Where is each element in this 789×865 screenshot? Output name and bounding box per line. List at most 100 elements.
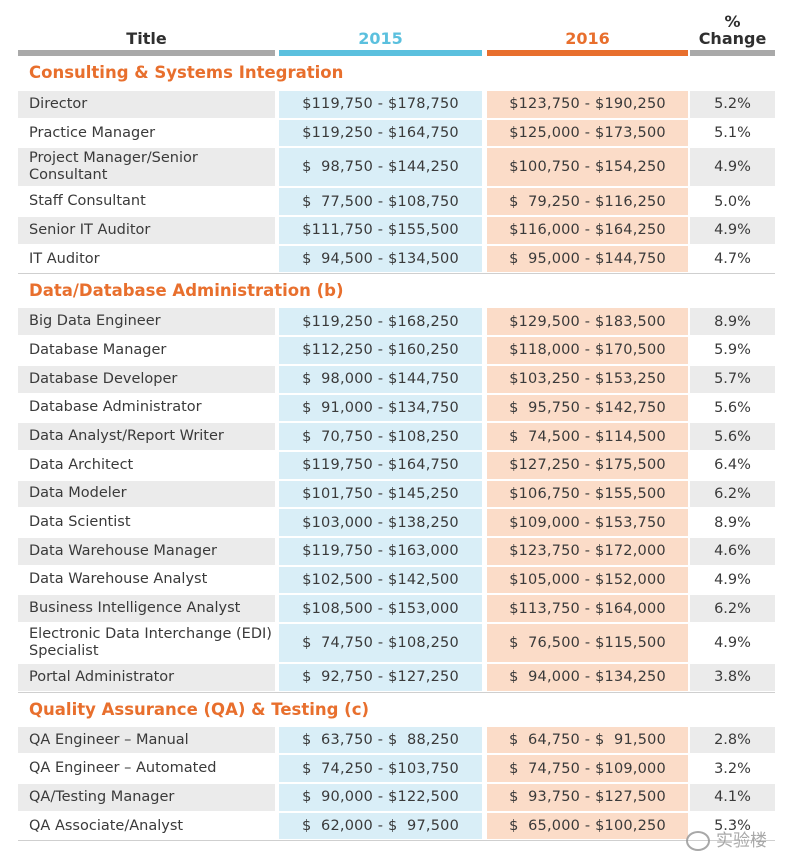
salary-2015-cell: $101,750 - $145,250: [279, 480, 482, 508]
job-title-cell: Practice Manager: [18, 120, 275, 147]
salary-2015-cell: $ 77,500 - $108,750: [279, 188, 482, 216]
table-row: QA/Testing Manager $ 90,000 - $122,500 $ 9…: [18, 783, 775, 812]
header-2016-column: 2016: [487, 0, 688, 56]
job-title-cell: Database Developer: [18, 365, 275, 393]
salary-2015-cell-text: $101,750 - $145,250: [302, 485, 459, 502]
table-row: Portal Administrator $ 92,750 - $127,250 $…: [18, 663, 775, 692]
watermark-text: 实验楼: [716, 831, 767, 851]
salary-2016-cell-text: $127,250 - $175,500: [509, 457, 666, 474]
job-title-cell-text: Database Manager: [29, 341, 167, 358]
salary-2015-cell-text: $ 90,000 - $122,500: [302, 789, 459, 806]
percent-change-cell: 6.4%: [690, 452, 775, 479]
salary-2015-cell: $ 92,750 - $127,250: [279, 664, 482, 691]
job-title-cell-text: Senior IT Auditor: [29, 221, 151, 238]
header-2016-label: 2016: [565, 29, 610, 48]
percent-change-cell-text: 4.9%: [714, 159, 751, 176]
salary-2016-cell: $ 79,250 - $116,250: [487, 188, 688, 216]
salary-2015-cell: $102,500 - $142,500: [279, 566, 482, 594]
table-row: QA Associate/Analyst $ 62,000 - $ 97,500 $…: [18, 812, 775, 841]
percent-change-cell: 5.3%: [690, 813, 775, 840]
job-title-cell-text: Electronic Data Interchange (EDI) Specia…: [29, 626, 272, 659]
percent-change-cell: 5.2%: [690, 91, 775, 118]
salary-2016-cell-text: $ 95,000 - $144,750: [509, 251, 666, 268]
table-row: Data Scientist $103,000 - $138,250 $109,00…: [18, 508, 775, 537]
salary-2016-cell-text: $ 93,750 - $127,500: [509, 789, 666, 806]
table-row: Practice Manager $119,250 - $164,750 $125,…: [18, 119, 775, 148]
salary-2016-cell-text: $105,000 - $152,000: [509, 571, 666, 588]
header-2015-label: 2015: [358, 29, 403, 48]
salary-2015-cell-text: $ 63,750 - $ 88,250: [301, 732, 459, 749]
salary-2016-cell-text: $106,750 - $155,500: [509, 485, 666, 502]
job-title-cell: Big Data Engineer: [18, 308, 275, 336]
salary-2016-cell: $118,000 - $170,500: [487, 337, 688, 364]
salary-2016-cell: $ 93,750 - $127,500: [487, 784, 688, 811]
header-change-label: % Change: [690, 13, 775, 47]
job-title-cell: Data Modeler: [18, 480, 275, 508]
job-title-cell-text: Practice Manager: [29, 124, 156, 141]
salary-2016-cell-text: $123,750 - $172,000: [509, 543, 666, 560]
header-change-word: Change: [698, 29, 767, 48]
salary-2015-cell: $119,250 - $168,250: [279, 308, 482, 336]
header-change-underline: [690, 50, 775, 56]
job-title-cell: Electronic Data Interchange (EDI) Specia…: [18, 624, 275, 662]
table-row: Data Warehouse Manager $119,750 - $163,00…: [18, 537, 775, 566]
job-title-cell-text: Data Scientist: [29, 514, 131, 531]
percent-change-cell: 3.2%: [690, 755, 775, 782]
job-title-cell-text: Big Data Engineer: [29, 313, 161, 330]
table-row: QA Engineer – Manual $ 63,750 - $ 88,250 $…: [18, 726, 775, 755]
salary-2016-cell: $123,750 - $172,000: [487, 537, 688, 565]
salary-2015-cell: $ 94,500 - $134,500: [279, 245, 482, 273]
salary-2016-cell-text: $103,250 - $153,250: [509, 371, 666, 388]
job-title-cell: Data Warehouse Analyst: [18, 567, 275, 594]
watermark: 实验楼: [686, 826, 767, 851]
percent-change-cell: 5.0%: [690, 188, 775, 215]
salary-2015-cell: $119,250 - $164,750: [279, 119, 482, 147]
table-row: Database Developer $ 98,000 - $144,750 $10…: [18, 365, 775, 394]
salary-2015-cell-text: $108,500 - $153,000: [302, 600, 459, 617]
salary-2016-cell-text: $ 79,250 - $116,250: [509, 193, 666, 210]
percent-change-cell-text: 5.7%: [714, 371, 751, 388]
salary-2015-cell: $111,750 - $155,500: [279, 217, 482, 244]
table-row: Staff Consultant $ 77,500 - $108,750 $ 79,…: [18, 187, 775, 216]
watermark-logo-icon: [686, 831, 710, 851]
job-title-cell-text: Staff Consultant: [29, 193, 146, 210]
table-row: Data Warehouse Analyst $102,500 - $142,50…: [18, 566, 775, 595]
header-title-column: Title: [18, 0, 275, 56]
job-title-cell-text: QA Associate/Analyst: [29, 817, 184, 834]
salary-2015-cell-text: $ 74,750 - $108,250: [302, 635, 459, 651]
salary-2015-cell: $119,750 - $163,000: [279, 537, 482, 565]
salary-2015-cell-text: $ 92,750 - $127,250: [302, 669, 459, 686]
salary-2016-cell-text: $100,750 - $154,250: [509, 159, 666, 176]
table-row: Data Modeler $101,750 - $145,250 $106,750 …: [18, 480, 775, 509]
percent-change-cell: 5.1%: [690, 120, 775, 147]
table-row: Business Intelligence Analyst $108,500 - …: [18, 594, 775, 623]
salary-2015-cell-text: $ 70,750 - $108,250: [302, 428, 459, 445]
salary-2015-cell: $ 74,250 - $103,750: [279, 755, 482, 783]
salary-2016-cell: $ 65,000 - $100,250: [487, 812, 688, 840]
salary-2016-cell-text: $ 65,000 - $100,250: [509, 818, 666, 835]
table-row: IT Auditor $ 94,500 - $134,500 $ 95,000 - …: [18, 245, 775, 274]
job-title-cell-text: Project Manager/Senior Consultant: [29, 150, 198, 184]
salary-table: Title 2015 2016 % Change Consulting & Sy…: [18, 0, 775, 842]
salary-2015-cell: $ 62,000 - $ 97,500: [279, 812, 482, 840]
section-title: Consulting & Systems Integration: [29, 63, 344, 82]
section-title: Data/Database Administration (b): [18, 273, 775, 307]
salary-2015-cell: $ 70,750 - $108,250: [279, 423, 482, 450]
job-title-cell-text: Portal Administrator: [29, 668, 175, 685]
job-title-cell: Data Architect: [18, 452, 275, 479]
job-title-cell-text: Data Analyst/Report Writer: [29, 428, 224, 445]
header-title-underline: [18, 50, 275, 56]
percent-change-cell: 4.9%: [690, 217, 775, 244]
salary-2015-cell: $ 91,000 - $134,750: [279, 394, 482, 422]
header-change-percent: %: [724, 12, 741, 31]
salary-2016-cell: $ 76,500 - $115,500: [487, 624, 688, 662]
percent-change-cell: 5.7%: [690, 365, 775, 393]
job-title-cell: IT Auditor: [18, 246, 275, 273]
table-row: Database Administrator $ 91,000 - $134,75…: [18, 394, 775, 423]
table-row: Big Data Engineer $119,250 - $168,250 $129…: [18, 307, 775, 336]
salary-2016-cell: $109,000 - $153,750: [487, 509, 688, 536]
percent-change-cell-text: 5.3%: [714, 818, 751, 835]
percent-change-cell-text: 6.2%: [714, 600, 751, 617]
percent-change-cell-text: 2.8%: [714, 732, 751, 749]
job-title-cell: QA Associate/Analyst: [18, 813, 275, 840]
